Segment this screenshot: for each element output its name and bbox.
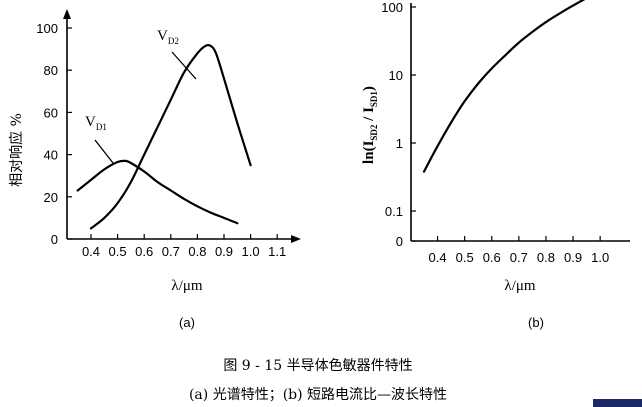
panel-a-x-arrow [291,235,301,243]
series-ratio-line [422,0,586,173]
panel-a-y-axis-label: 相对响应 % [8,113,25,187]
panel-b-y-tick-label: 0.1 [385,204,403,219]
panel-b-y-tick-label: 0 [396,234,403,249]
panel-b-y-tick-label: 100 [381,0,403,15]
vd1-leader-line [94,139,114,164]
panel-a-x-tick-label: 0.8 [188,244,206,259]
panel-a-y-arrow [63,9,71,19]
panel-b-y-tick-label: 1 [396,136,403,151]
figure-caption-title: 图 9 - 15 半导体色敏器件特性 [223,357,412,374]
decorative-corner-bar [593,399,642,407]
panel-b-x-tick-label: 0.9 [564,250,582,265]
panel-a-x-tick-label: 0.5 [109,244,127,259]
panel-a-x-tick-label: 0.9 [215,244,233,259]
panel-a-x-tick-label: 0.4 [82,244,100,259]
vd2-label: VD2 [157,28,179,46]
panel-a-y-tick-label: 0 [51,232,58,247]
series-vd1-line [76,159,239,225]
panel-b-x-tick-label: 1.0 [591,250,609,265]
vd2-leader-line [171,51,197,80]
panel-a-x-tick-label: 0.7 [162,244,180,259]
panel-b-y-axis-label: ln(ISD2 / ISD1) [361,86,379,164]
panel-a: 0.4 0.5 0.6 0.7 0.8 0.9 1.0 1.1 0 20 40 60 80 100 VD… [8,9,301,330]
series-vd2-line [89,43,252,230]
vd1-label: VD1 [85,114,107,132]
panel-a-y-tick-label: 60 [44,105,58,120]
panel-a-x-tick-label: 1.1 [268,244,286,259]
panel-b-x-tick-label: 0.6 [483,250,501,265]
panel-a-y-tick-label: 40 [44,148,58,163]
panel-b-x-tick-label: 0.7 [510,250,528,265]
panel-b: 0.4 0.5 0.6 0.7 0.8 0.9 1.0 0 0.1 1 10 100 ln(ISD2… [361,0,630,330]
panel-b-y-tick-label: 10 [389,68,403,83]
panel-a-y-tick-label: 100 [36,21,58,36]
panel-a-y-tick-label: 20 [44,190,58,205]
figure-caption-subtitle: (a) 光谱特性；(b) 短路电流比—波长特性 [189,387,447,403]
panel-b-x-tick-label: 0.5 [456,250,474,265]
panel-b-x-tick-label: 0.8 [537,250,555,265]
panel-b-x-axis-label: λ/μm [504,278,535,294]
panel-b-caption-label: (b) [528,315,544,330]
panel-a-x-tick-label: 0.6 [135,244,153,259]
panel-a-y-tick-label: 80 [44,63,58,78]
panel-b-x-tick-label: 0.4 [429,250,447,265]
panel-a-x-axis-label: λ/μm [171,278,202,294]
panel-a-caption-label: (a) [179,315,195,330]
panel-a-x-tick-label: 1.0 [242,244,260,259]
